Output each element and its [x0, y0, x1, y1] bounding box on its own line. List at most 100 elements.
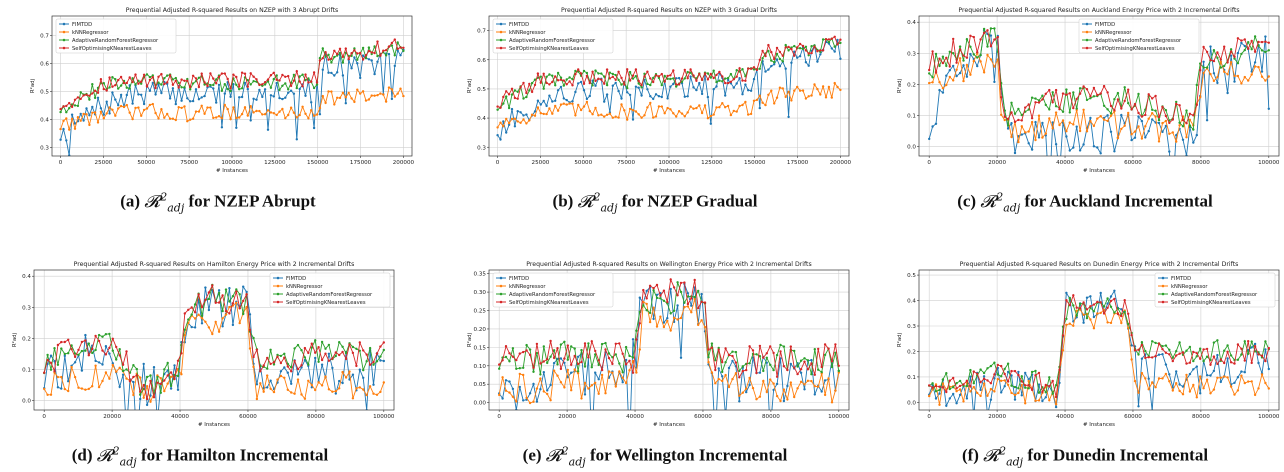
data-point — [1260, 49, 1264, 52]
data-point — [1000, 364, 1003, 368]
data-point — [166, 361, 169, 365]
data-point — [108, 112, 111, 115]
data-point — [295, 116, 298, 119]
data-point — [1013, 112, 1017, 116]
data-point — [1199, 375, 1202, 378]
data-point — [379, 359, 382, 362]
data-point — [229, 95, 232, 99]
data-point — [148, 75, 152, 79]
x-tick-label: 40000 — [626, 414, 644, 420]
data-point — [114, 114, 117, 117]
data-point — [712, 88, 715, 91]
data-point — [552, 369, 556, 372]
data-point — [312, 86, 316, 90]
series-SelfOptimisingKNearestLeaves — [928, 29, 1270, 125]
data-point — [220, 89, 224, 93]
data-point — [834, 389, 837, 392]
data-point — [938, 64, 941, 68]
data-point — [128, 380, 132, 383]
data-point — [660, 83, 663, 87]
data-point — [276, 355, 279, 358]
data-point — [358, 341, 361, 344]
data-point — [769, 378, 772, 381]
data-point — [200, 104, 203, 108]
data-point — [563, 357, 566, 360]
data-point — [286, 388, 289, 391]
data-point — [646, 88, 649, 91]
data-point — [171, 83, 175, 87]
data-point — [290, 382, 293, 385]
data-point — [836, 85, 839, 89]
data-point — [246, 114, 249, 117]
legend: FIMTDDkNNRegressorAdaptiveRandomForestRe… — [492, 18, 614, 54]
data-point — [556, 79, 560, 82]
data-point — [804, 61, 808, 64]
data-point — [114, 78, 117, 81]
data-point — [1000, 391, 1003, 394]
data-point — [1161, 353, 1164, 356]
data-point — [310, 383, 313, 387]
data-point — [626, 118, 629, 121]
series-kNNRegressor — [498, 297, 840, 405]
data-point — [229, 87, 232, 90]
data-point — [781, 87, 784, 90]
data-point — [570, 363, 573, 366]
data-point — [1233, 55, 1236, 58]
data-point — [748, 362, 751, 365]
data-point — [532, 366, 535, 369]
data-point — [993, 390, 996, 393]
data-point — [955, 387, 958, 390]
data-point — [758, 58, 761, 62]
data-point — [197, 98, 201, 101]
data-point — [379, 92, 382, 95]
data-point — [1264, 35, 1267, 38]
data-point — [1260, 354, 1264, 357]
data-point — [101, 335, 104, 338]
data-point — [1243, 75, 1246, 79]
data-point — [1034, 369, 1037, 373]
data-point — [587, 356, 590, 359]
data-point — [604, 341, 607, 345]
data-point — [276, 378, 279, 381]
data-point — [373, 72, 376, 76]
data-point — [1013, 120, 1017, 124]
data-point — [320, 363, 324, 366]
chart-svg: Prequential Adjusted R-squared Results o… — [896, 7, 1280, 174]
data-point — [355, 347, 358, 350]
data-point — [275, 113, 278, 117]
data-point — [672, 316, 676, 319]
data-point — [269, 387, 272, 390]
data-point — [1030, 117, 1034, 120]
data-point — [393, 54, 396, 57]
data-point — [931, 76, 934, 79]
chart-title: Prequential Adjusted R-squared Results o… — [960, 261, 1239, 268]
data-point — [545, 104, 548, 108]
data-point — [1267, 346, 1270, 350]
data-point — [758, 106, 761, 110]
legend: FIMTDDkNNRegressorAdaptiveRandomForestRe… — [492, 272, 614, 308]
y-tick-label: 0.7 — [40, 34, 49, 40]
data-point — [624, 358, 628, 362]
data-point — [139, 397, 142, 401]
data-point — [197, 293, 200, 296]
data-point — [660, 95, 663, 99]
data-point — [1078, 87, 1082, 90]
data-point — [1229, 354, 1233, 357]
data-point — [576, 355, 580, 358]
data-point — [580, 397, 583, 400]
data-point — [648, 284, 652, 287]
data-point — [118, 385, 121, 389]
data-point — [1123, 299, 1126, 302]
data-point — [718, 70, 721, 74]
data-point — [341, 345, 344, 348]
data-point — [827, 85, 831, 89]
data-point — [804, 49, 808, 52]
data-point — [1250, 48, 1253, 51]
data-point — [510, 93, 514, 96]
data-point — [672, 69, 675, 72]
data-point — [810, 358, 813, 362]
data-point — [1267, 107, 1270, 111]
data-point — [1048, 399, 1051, 402]
data-point — [724, 81, 727, 85]
data-point — [965, 379, 969, 382]
